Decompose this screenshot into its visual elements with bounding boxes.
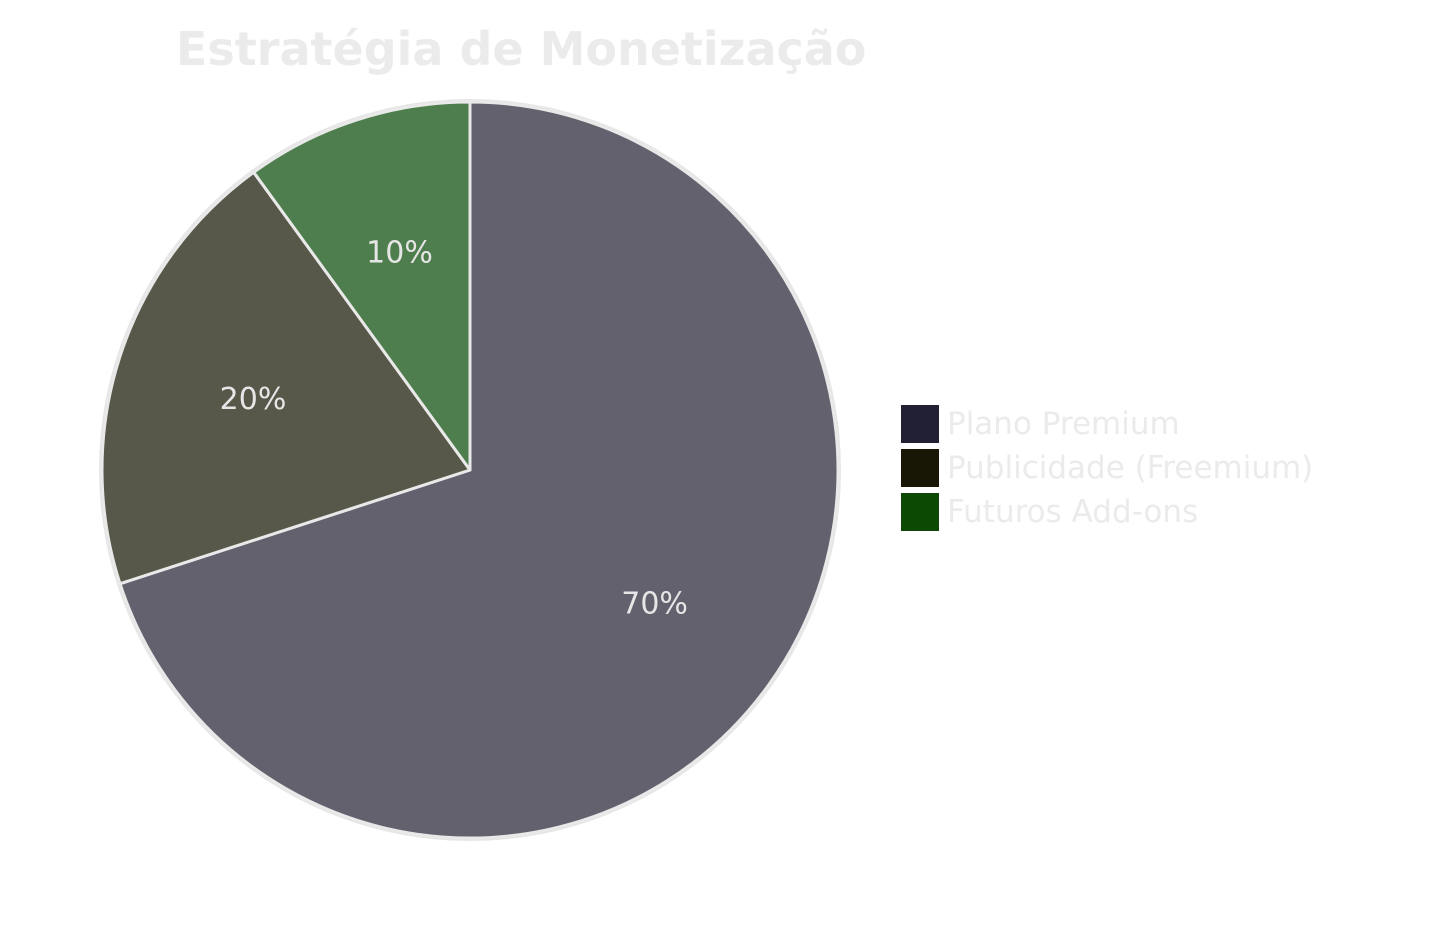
- legend-swatch: [901, 405, 939, 443]
- pie-slices: [102, 102, 838, 838]
- legend-label: Publicidade (Freemium): [947, 450, 1313, 486]
- slice-value-label: 10%: [366, 236, 433, 271]
- slice-value-label: 20%: [220, 382, 287, 417]
- legend-swatch: [901, 449, 939, 487]
- legend-label: Futuros Add-ons: [947, 494, 1198, 530]
- slice-value-label: 70%: [621, 587, 688, 622]
- legend-label: Plano Premium: [947, 406, 1180, 442]
- legend-swatch: [901, 493, 939, 531]
- legend-item-futuros-add-ons[interactable]: Futuros Add-ons: [901, 490, 1313, 534]
- legend-item-publicidade-freemium[interactable]: Publicidade (Freemium): [901, 446, 1313, 490]
- legend-item-plano-premium[interactable]: Plano Premium: [901, 402, 1313, 446]
- legend: Plano Premium Publicidade (Freemium) Fut…: [901, 402, 1313, 534]
